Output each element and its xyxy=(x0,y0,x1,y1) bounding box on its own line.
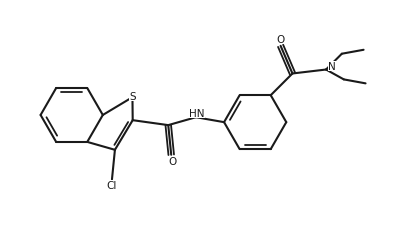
Text: O: O xyxy=(168,156,176,166)
Text: Cl: Cl xyxy=(107,181,117,191)
Text: HN: HN xyxy=(189,108,205,118)
Text: O: O xyxy=(276,35,285,45)
Text: S: S xyxy=(129,92,136,102)
Text: N: N xyxy=(328,61,336,71)
